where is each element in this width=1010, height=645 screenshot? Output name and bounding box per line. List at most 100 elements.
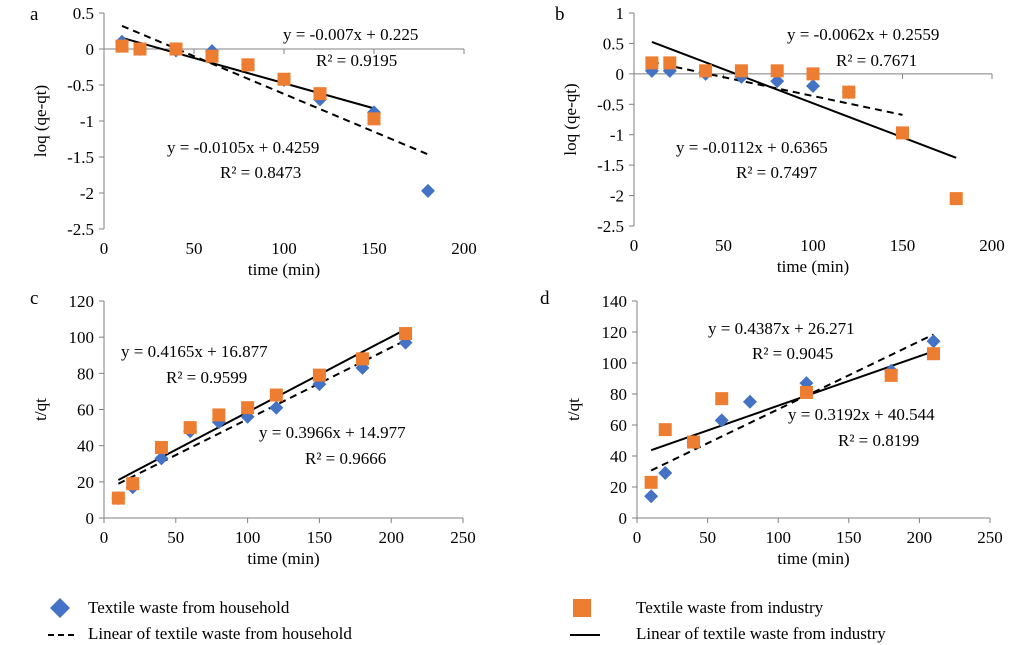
y-tick-label: 0.5 [603, 34, 624, 53]
industry-point [842, 85, 856, 99]
y-tick-label: -2.5 [597, 217, 624, 236]
industry-point [949, 192, 963, 206]
industry-point [644, 475, 658, 489]
x-tick-label: 0 [630, 236, 639, 255]
household-point [644, 489, 659, 504]
industry-point [269, 388, 283, 402]
industry-point [115, 39, 129, 53]
x-tick-label: 150 [890, 236, 916, 255]
y-tick-label: -2 [80, 184, 94, 203]
industry-point [277, 72, 291, 86]
x-tick-label: 150 [307, 528, 333, 547]
r-squared-label: R² = 0.8473 [220, 163, 301, 182]
x-tick-label: 150 [361, 239, 387, 258]
household-point [269, 400, 284, 415]
y-tick-label: 0.5 [73, 4, 94, 23]
industry-point [799, 385, 813, 399]
chart-panel-d: d 0 20 40 60 80 100 120 140 0 50 100 150 200 250 time (… [540, 288, 1003, 568]
y-axis-title: t/qt [31, 398, 50, 421]
household-point [742, 394, 757, 409]
legend-household-points-label: Textile waste from household [88, 598, 290, 617]
x-tick-label: 0 [100, 239, 109, 258]
y-tick-label: -2 [610, 187, 624, 206]
y-tick-label: -1.5 [597, 156, 624, 175]
household-point [421, 183, 435, 198]
y-tick-label: 0 [616, 65, 625, 84]
legend-solid-line-icon [570, 634, 600, 636]
r-squared-label: R² = 0.9599 [166, 368, 247, 387]
industry-point [241, 401, 255, 415]
x-tick-label: 250 [450, 528, 476, 547]
industry-point [183, 421, 197, 435]
panel-label: c [30, 288, 38, 309]
x-axis-title: time (min) [247, 549, 319, 568]
legend-dashed-line-icon [48, 634, 78, 636]
industry-point [313, 87, 327, 101]
y-tick-label: -0.5 [67, 76, 94, 95]
y-tick-label: 80 [610, 385, 627, 404]
industry-point [312, 368, 326, 382]
x-tick-label: 100 [800, 236, 826, 255]
chart-panel-a: a -2.5 -2 -1.5 -1 -0.5 0 0.5 0 50 100 150 200 time (m… [30, 4, 477, 279]
x-tick-label: 150 [836, 528, 862, 547]
household-point [714, 413, 729, 428]
industry-point [241, 58, 255, 72]
industry-point [686, 435, 700, 449]
x-tick-label: 50 [715, 236, 732, 255]
r-squared-label: R² = 0.9045 [752, 344, 833, 363]
y-tick-label: -0.5 [597, 95, 624, 114]
y-tick-label: -1.5 [67, 148, 94, 167]
y-axis-title: loq (qe-qt) [31, 85, 50, 157]
r-squared-label: R² = 0.7671 [836, 51, 917, 70]
equation-label: y = 0.3192x + 40.544 [788, 405, 935, 424]
industry-point [133, 42, 147, 56]
y-tick-label: 20 [77, 473, 94, 492]
y-axis-title: loq (qe-qt) [561, 83, 580, 155]
equation-label: y = 0.4165x + 16.877 [121, 342, 268, 361]
y-tick-label: 120 [69, 292, 95, 311]
fit-line-industry [121, 36, 375, 110]
legend-household-fit-label: Linear of textile waste from household [88, 624, 352, 643]
legend-industry-points-label: Textile waste from industry [636, 598, 824, 617]
industry-point [715, 392, 729, 406]
x-tick-label: 200 [979, 236, 1005, 255]
legend: Textile waste from household Linear of t… [0, 590, 1010, 645]
x-tick-label: 50 [167, 528, 184, 547]
household-point [154, 451, 169, 466]
y-tick-label: 120 [602, 323, 628, 342]
x-tick-label: 200 [907, 528, 933, 547]
fit-line-household [651, 61, 903, 116]
x-tick-label: 100 [271, 239, 297, 258]
y-tick-label: 60 [77, 401, 94, 420]
industry-point [699, 64, 713, 78]
industry-point [734, 64, 748, 78]
chart-panel-b: b -2.5 -2 -1.5 -1 -0.5 0 0.5 1 0 50 100 150 200 time (… [555, 4, 1005, 276]
industry-point [212, 408, 226, 422]
equation-label: y = -0.0062x + 0.2559 [787, 25, 939, 44]
r-squared-label: R² = 0.9666 [305, 449, 386, 468]
y-tick-label: 0 [619, 509, 628, 528]
r-squared-label: R² = 0.8199 [838, 431, 919, 450]
y-tick-label: 0 [86, 40, 95, 59]
industry-point [884, 368, 898, 382]
y-tick-label: 1 [616, 4, 625, 23]
y-tick-label: 40 [77, 437, 94, 456]
equation-label: y = 0.4387x + 26.271 [708, 319, 855, 338]
household-point [926, 334, 941, 349]
y-tick-label: 100 [602, 354, 628, 373]
legend-diamond-icon [50, 598, 70, 618]
industry-point [645, 56, 659, 70]
x-axis-title: time (min) [777, 257, 849, 276]
industry-point [663, 56, 677, 70]
x-tick-label: 0 [633, 528, 642, 547]
equation-label: y = -0.0105x + 0.4259 [167, 138, 319, 157]
y-tick-label: 20 [610, 478, 627, 497]
equation-label: y = -0.007x + 0.225 [283, 25, 418, 44]
panel-label: a [30, 4, 39, 25]
fit-line-industry [650, 350, 934, 452]
x-tick-label: 100 [765, 528, 791, 547]
industry-point [355, 352, 369, 366]
industry-point [154, 440, 168, 454]
y-tick-label: 100 [69, 328, 95, 347]
